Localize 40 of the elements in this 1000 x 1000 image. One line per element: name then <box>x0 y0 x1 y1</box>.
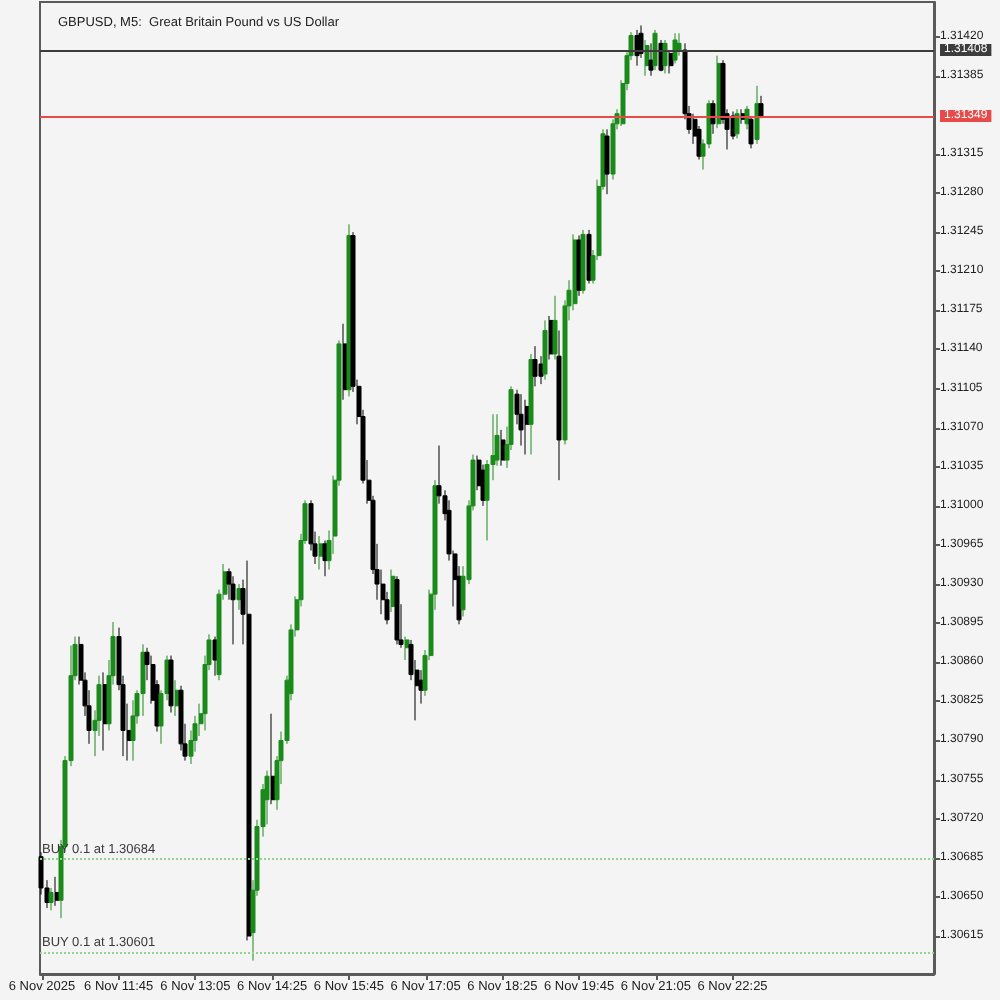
candlestick <box>518 393 524 447</box>
candlestick <box>318 535 324 571</box>
candlestick <box>552 295 558 361</box>
candlestick <box>394 575 400 645</box>
candlestick <box>668 49 674 74</box>
candlestick <box>168 655 174 714</box>
candlestick <box>140 643 146 717</box>
candlestick <box>652 29 658 71</box>
candlestick <box>528 353 534 455</box>
candlestick <box>524 399 530 455</box>
candlestick <box>542 319 548 381</box>
candlestick <box>634 29 640 67</box>
candlestick <box>500 429 506 467</box>
candlestick <box>270 713 276 805</box>
candlestick <box>580 229 586 295</box>
candlestick <box>102 671 108 752</box>
candlestick <box>246 560 252 941</box>
candlestick <box>174 679 180 717</box>
candlestick <box>734 108 740 139</box>
candlestick <box>662 39 668 74</box>
candlestick <box>758 95 764 119</box>
candlestick <box>480 464 486 507</box>
candlestick <box>754 85 760 145</box>
candlestick <box>48 887 54 911</box>
candlestick <box>532 345 538 387</box>
candlestick <box>604 128 610 195</box>
candlestick <box>710 99 716 135</box>
candlestick <box>586 229 592 285</box>
candlestick <box>212 636 218 677</box>
candlestick <box>404 636 410 661</box>
candlestick <box>342 323 348 401</box>
candlestick <box>54 876 60 907</box>
candlestick <box>390 569 396 613</box>
candlestick <box>648 42 654 77</box>
candlestick <box>236 583 242 611</box>
candlestick <box>748 115 754 149</box>
candlestick <box>676 32 682 57</box>
candlestick <box>556 329 562 481</box>
candlestick <box>230 575 236 645</box>
candlestick <box>322 540 328 577</box>
